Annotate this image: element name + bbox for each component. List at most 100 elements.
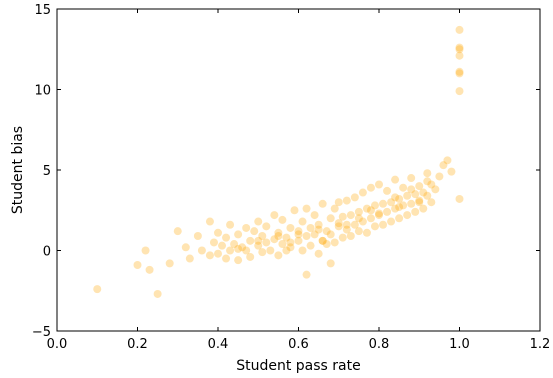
data-point (455, 43, 464, 52)
ticks-layer: 0.0 0.2 0.4 0.6 0.8 1.0 1.2 −5 0 5 10 15 (32, 3, 551, 352)
data-point (218, 241, 227, 250)
data-point (322, 240, 331, 249)
data-point (270, 211, 279, 220)
data-point (165, 259, 174, 268)
data-point (230, 240, 239, 249)
data-point (222, 233, 231, 242)
x-tick-label: 0.6 (288, 337, 309, 352)
data-point (334, 219, 343, 228)
data-point (391, 204, 400, 213)
points-layer (93, 25, 464, 298)
data-point (185, 254, 194, 263)
data-point (274, 232, 283, 241)
data-point (431, 185, 440, 194)
data-point (375, 211, 383, 220)
data-point (254, 241, 263, 250)
data-point (193, 232, 202, 241)
data-point (205, 251, 214, 260)
data-point (338, 212, 347, 221)
data-point (379, 199, 388, 208)
data-point (262, 222, 271, 231)
data-point (226, 220, 235, 229)
data-point (282, 246, 291, 255)
data-point (238, 243, 247, 252)
data-point (334, 198, 343, 207)
data-point (443, 156, 452, 165)
data-point (403, 191, 412, 200)
data-point (262, 238, 271, 247)
data-point (395, 203, 404, 212)
data-point (455, 67, 464, 76)
data-point (342, 196, 351, 205)
data-point (415, 196, 424, 205)
data-point (419, 188, 428, 197)
data-point (395, 194, 404, 203)
data-point (274, 228, 283, 237)
data-point (286, 238, 295, 247)
data-point (391, 193, 400, 202)
data-point (407, 174, 416, 183)
data-point (330, 238, 339, 247)
data-point (326, 259, 335, 268)
data-point (145, 265, 154, 274)
data-point (358, 217, 367, 226)
data-point (411, 207, 420, 216)
data-point (423, 169, 432, 178)
data-point (330, 204, 339, 213)
data-point (318, 236, 327, 245)
data-point (395, 214, 404, 223)
data-point (205, 217, 214, 226)
data-point (246, 236, 255, 245)
data-point (346, 211, 355, 220)
data-point (214, 249, 222, 258)
data-point (375, 209, 383, 218)
data-point (286, 223, 295, 232)
data-point (294, 227, 303, 236)
x-tick-label: 1.2 (530, 337, 551, 352)
data-point (209, 238, 218, 247)
data-point (427, 198, 436, 207)
x-tick-label: 0.2 (127, 337, 148, 352)
data-point (254, 217, 263, 226)
data-point (133, 260, 142, 269)
data-point (326, 230, 335, 239)
data-point (455, 194, 464, 203)
data-point (246, 252, 255, 261)
data-point (254, 236, 263, 245)
data-point (222, 254, 231, 263)
data-point (455, 25, 464, 34)
y-tick-label: 10 (34, 84, 51, 99)
data-point (366, 214, 375, 223)
data-point (214, 228, 222, 237)
data-point (302, 270, 311, 279)
data-point (258, 248, 267, 257)
data-point (298, 217, 307, 226)
data-point (370, 201, 379, 210)
data-point (294, 230, 303, 239)
data-point (302, 232, 311, 241)
data-point (197, 246, 206, 255)
data-point (411, 190, 420, 199)
data-point (427, 180, 436, 189)
data-point (403, 211, 412, 220)
y-tick-label: 5 (43, 164, 51, 179)
data-point (379, 220, 388, 229)
data-point (407, 185, 416, 194)
data-point (234, 244, 243, 253)
data-point (153, 289, 162, 298)
data-point (278, 215, 287, 224)
data-point (310, 230, 319, 239)
data-point (258, 232, 267, 241)
data-point (387, 217, 396, 226)
data-point (423, 177, 432, 186)
data-point (435, 172, 444, 181)
data-point (274, 251, 283, 260)
data-point (234, 256, 243, 265)
x-tick-label: 1.0 (449, 337, 470, 352)
x-tick-label: 0.4 (208, 337, 229, 352)
data-point (314, 249, 323, 258)
y-axis-label: Student bias (10, 126, 26, 214)
data-point (141, 246, 150, 255)
data-point (242, 223, 251, 232)
